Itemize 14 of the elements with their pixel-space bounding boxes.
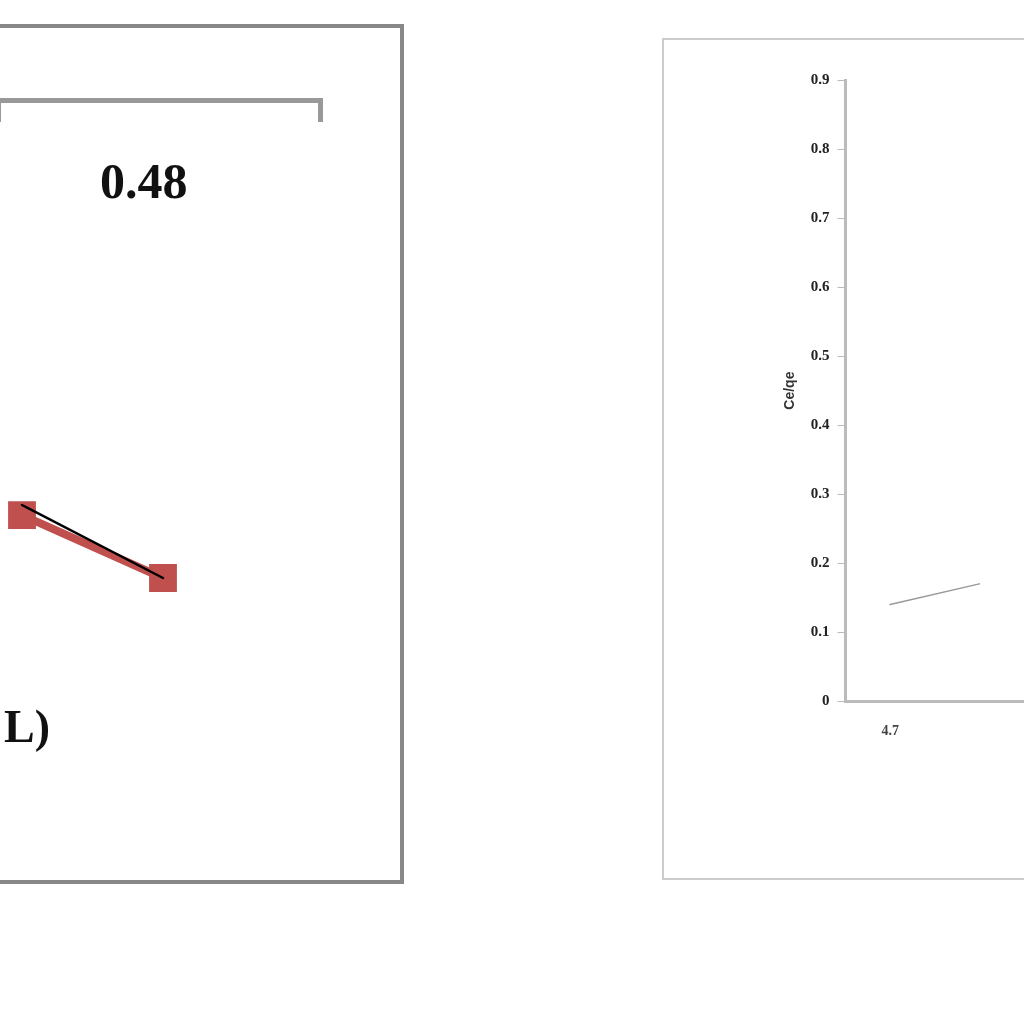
- y-tick-label: 0.8: [810, 139, 830, 156]
- y-tick-label: 0.9: [810, 70, 830, 87]
- text: 0.48: [100, 152, 188, 210]
- y-tick-label: 0.1: [810, 623, 830, 640]
- y-tick-label: 0.4: [810, 415, 831, 432]
- x-axis-title: L): [4, 700, 50, 753]
- y-tick-label: 0.6: [810, 277, 831, 294]
- y-tick-label: 0: [822, 692, 830, 709]
- x-tick-label: 4.7: [881, 723, 899, 739]
- y-tick-label: 0.3: [810, 485, 830, 502]
- y-tick-label: 0.2: [810, 554, 830, 571]
- y-axis-title: Ce/qe: [781, 371, 798, 410]
- y-tick-label: 0.5: [810, 346, 830, 363]
- y-tick-label: 0.7: [810, 208, 831, 225]
